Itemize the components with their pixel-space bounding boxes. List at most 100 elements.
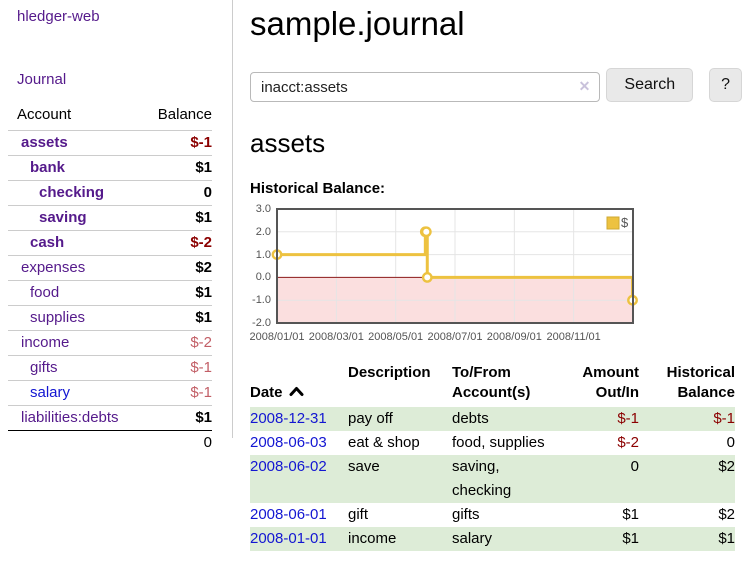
search-input[interactable] xyxy=(250,72,601,102)
account-row: cash $-2 xyxy=(8,230,212,255)
account-balance: $-1 xyxy=(190,384,212,401)
legend-series-label: $ xyxy=(621,215,629,230)
account-row: food $1 xyxy=(8,280,212,305)
transaction-date-link[interactable]: 2008-01-01 xyxy=(250,530,327,547)
account-row: liabilities:debts $1 xyxy=(8,405,212,430)
clear-search-icon[interactable]: ✕ xyxy=(578,78,591,94)
account-row: expenses $2 xyxy=(8,255,212,280)
account-balance: 0 xyxy=(203,184,212,201)
account-tree: Account Balance assets $-1 bank $1 checking 0… xyxy=(8,106,212,455)
date-cell: 2008-12-31 xyxy=(250,407,348,431)
accounts-column-header: To/From Account(s) xyxy=(452,364,531,401)
amount-column-header: Amount Out/In xyxy=(582,364,639,401)
balance-cell: $1 xyxy=(718,530,735,547)
date-cell: 2008-06-03 xyxy=(250,431,348,455)
account-balance: $2 xyxy=(195,259,212,276)
transaction-date-link[interactable]: 2008-12-31 xyxy=(250,410,327,427)
account-balance: $1 xyxy=(195,209,212,226)
chart-canvas: $ xyxy=(271,208,638,324)
account-column-header: Account xyxy=(17,106,72,123)
transaction-date-link[interactable]: 2008-06-01 xyxy=(250,506,327,523)
account-link-food[interactable]: food xyxy=(30,284,60,301)
account-row: gifts $-1 xyxy=(8,355,212,380)
register-row: 2008-06-02 save saving, checking 0 $2 xyxy=(250,455,735,503)
account-link-income[interactable]: income xyxy=(21,334,70,351)
account-link-checking[interactable]: checking xyxy=(39,184,105,201)
account-link-expenses[interactable]: expenses xyxy=(21,259,86,276)
account-balance: $-2 xyxy=(190,234,212,251)
accounts-cell: gifts xyxy=(452,506,480,523)
account-link-saving[interactable]: saving xyxy=(39,209,87,226)
register-row: 2008-06-01 gift gifts $1 $2 xyxy=(250,503,735,527)
x-axis-tick: 2008/05/01 xyxy=(368,331,424,343)
x-axis-tick: 2008/03/01 xyxy=(308,331,364,343)
balance-column-header-register: Historical Balance xyxy=(666,364,735,401)
account-row: supplies $1 xyxy=(8,305,212,330)
x-axis-tick: 2008/07/01 xyxy=(427,331,483,343)
y-axis-tick: 2.0 xyxy=(255,225,271,238)
account-balance: $1 xyxy=(195,309,212,326)
main-content: sample.journal ✕ Search ? assets Histori… xyxy=(233,0,742,551)
register-rows: 2008-12-31 pay off debts $-1 $-1 2008-06-03 ea… xyxy=(250,407,735,551)
page-title: sample.journal xyxy=(250,5,465,42)
balance-cell: $2 xyxy=(718,458,735,475)
account-link-assets[interactable]: assets xyxy=(21,134,68,151)
date-column-header[interactable]: Date xyxy=(250,363,348,407)
account-total-balance: 0 xyxy=(203,434,212,451)
x-axis-tick: 2008/09/01 xyxy=(486,331,542,343)
transaction-date-link[interactable]: 2008-06-03 xyxy=(250,434,327,451)
accounts-cell: saving, checking xyxy=(452,458,512,499)
description-column-header: Description xyxy=(348,364,431,381)
register-header-row: Date Description To/From Account(s) Amou… xyxy=(250,363,735,407)
description-cell: gift xyxy=(348,506,369,523)
accounts-cell: food, supplies xyxy=(452,434,545,451)
description-cell: income xyxy=(348,530,397,547)
account-balance: $-1 xyxy=(190,359,212,376)
account-link-liabilities-debts[interactable]: liabilities:debts xyxy=(21,409,119,426)
chart-title: Historical Balance: xyxy=(250,180,386,197)
transaction-date-link[interactable]: 2008-06-02 xyxy=(250,458,327,475)
accounts-cell: salary xyxy=(452,530,493,547)
historical-balance-chart: $3.0 2.0 1.0 0.0 -1.0 -2.0 2008/01/01 2008/03/0… xyxy=(241,203,641,343)
search-bar: ✕ Search ? xyxy=(250,68,742,102)
description-cell: pay off xyxy=(348,410,393,427)
y-axis-tick: -2.0 xyxy=(252,317,271,329)
x-axis-tick: 2008/01/01 xyxy=(249,331,305,343)
account-total-row: 0 xyxy=(8,430,212,455)
account-balance: $-1 xyxy=(190,134,212,151)
amount-cell: $-1 xyxy=(617,410,639,427)
register-row: 2008-06-03 eat & shop food, supplies $-2 0 xyxy=(250,431,735,455)
register-table: Date Description To/From Account(s) Amou… xyxy=(250,363,735,551)
account-link-cash[interactable]: cash xyxy=(30,234,65,251)
description-cell: save xyxy=(348,458,380,475)
register-row: 2008-12-31 pay off debts $-1 $-1 xyxy=(250,407,735,431)
description-cell: eat & shop xyxy=(348,434,420,451)
journal-link[interactable]: Journal xyxy=(17,71,67,88)
amount-cell: $-2 xyxy=(617,434,639,451)
y-axis-tick: 1.0 xyxy=(255,248,271,261)
account-link-supplies[interactable]: supplies xyxy=(30,309,86,326)
search-button[interactable]: Search xyxy=(606,68,694,102)
account-balance: $1 xyxy=(195,284,212,301)
accounts-cell: debts xyxy=(452,410,489,427)
account-link-bank[interactable]: bank xyxy=(30,159,66,176)
y-axis-tick: 0.0 xyxy=(255,271,271,284)
account-row: bank $1 xyxy=(8,155,212,180)
x-axis-tick: 2008/11/01 xyxy=(546,331,601,343)
y-axis-tick: 3.0 xyxy=(255,203,271,215)
account-balance: $1 xyxy=(195,409,212,426)
account-balance: $-2 xyxy=(190,334,212,351)
sidebar: hledger-web Journal Account Balance asse… xyxy=(0,0,233,451)
y-axis-tick: -1.0 xyxy=(252,294,271,307)
account-row: checking 0 xyxy=(8,180,212,205)
app-title-link[interactable]: hledger-web xyxy=(17,8,100,25)
account-link-salary[interactable]: salary xyxy=(30,384,71,401)
account-row: saving $1 xyxy=(8,205,212,230)
account-link-gifts[interactable]: gifts xyxy=(30,359,58,376)
date-cell: 2008-06-02 xyxy=(250,455,348,503)
balance-column-header: Balance xyxy=(157,106,212,123)
amount-cell: $1 xyxy=(622,530,639,547)
account-heading: assets xyxy=(250,128,326,158)
date-cell: 2008-01-01 xyxy=(250,527,348,551)
help-button[interactable]: ? xyxy=(709,68,742,102)
